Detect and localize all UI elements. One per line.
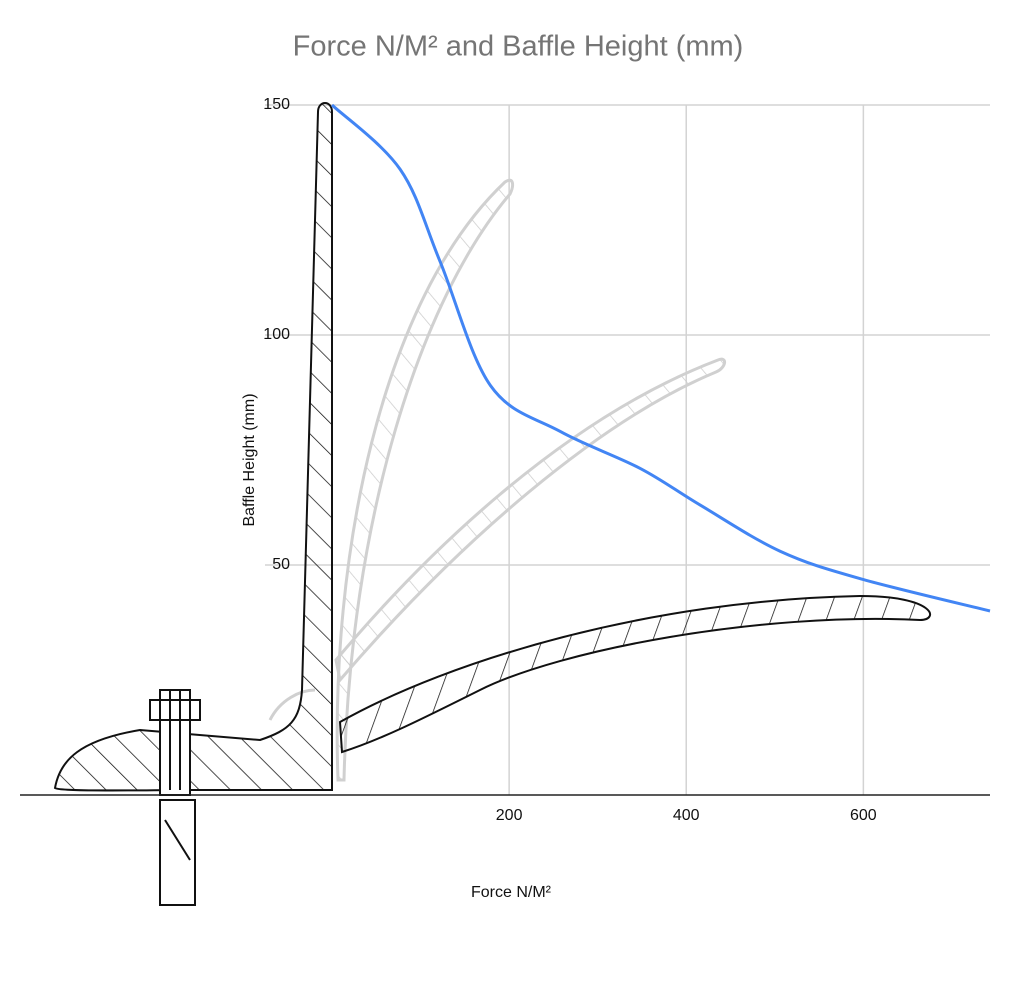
x-tick-label: 600 — [850, 807, 877, 824]
y-tick-label: 50 — [272, 556, 290, 573]
y-axis-title: Baffle Height (mm) — [241, 393, 258, 526]
baffle-illustration — [268, 178, 726, 782]
x-axis-title: Force N/M² — [471, 884, 552, 901]
x-tick-label: 400 — [673, 807, 700, 824]
x-tick-label: 200 — [496, 807, 523, 824]
chart-title: Force N/M² and Baffle Height (mm) — [293, 31, 744, 63]
grid — [265, 104, 990, 795]
data-line — [330, 103, 991, 613]
y-tick-label: 150 — [263, 96, 290, 113]
y-tick-label: 100 — [263, 326, 290, 343]
